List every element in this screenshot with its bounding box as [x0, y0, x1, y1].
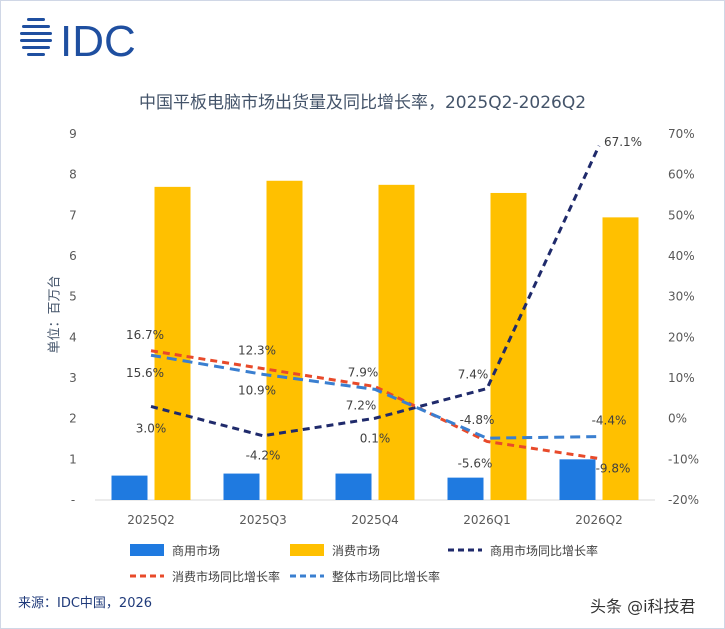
label-total-yoy: -4.8%	[460, 413, 495, 427]
label-commercial-yoy: 3.0%	[136, 421, 167, 435]
bar-commercial	[559, 459, 596, 500]
y-tick-label: 6	[69, 249, 77, 263]
x-tick-label: 2025Q2	[127, 513, 175, 527]
label-commercial-yoy: -4.2%	[246, 449, 281, 463]
legend-label: 商用市场同比增长率	[490, 543, 598, 558]
legend-label: 消费市场	[332, 543, 380, 558]
bar-consumer	[154, 186, 191, 500]
label-commercial-yoy: 0.1%	[360, 431, 391, 445]
line-commercial-yoy	[150, 145, 601, 438]
y2-tick-label: -10%	[668, 452, 699, 466]
label-consumer-yoy: -5.6%	[458, 456, 493, 470]
y-tick-label: 3	[69, 371, 77, 385]
x-tick-label: 2025Q3	[239, 513, 287, 527]
y2-tick-label: 30%	[668, 290, 695, 304]
y2-tick-label: 20%	[668, 330, 695, 344]
legend-label: 商用市场	[172, 543, 220, 558]
y2-tick-label: 0%	[668, 412, 687, 426]
label-consumer-yoy: 7.9%	[348, 366, 379, 380]
legend-swatch	[130, 544, 164, 556]
label-total-yoy: 10.9%	[238, 383, 276, 397]
label-total-yoy: 15.6%	[126, 366, 164, 380]
label-consumer-yoy: 12.3%	[238, 344, 276, 358]
watermark: 头条 @i科技君	[590, 597, 696, 616]
legend-label: 整体市场同比增长率	[332, 569, 440, 584]
line-total-yoy	[150, 353, 600, 440]
legend-label: 消费市场同比增长率	[172, 569, 280, 584]
y2-tick-label: 40%	[668, 249, 695, 263]
x-tick-label: 2025Q4	[351, 513, 399, 527]
bar-commercial	[447, 477, 484, 500]
x-tick-label: 2026Q2	[575, 513, 623, 527]
x-tick-label: 2026Q1	[463, 513, 511, 527]
label-consumer-yoy: -9.8%	[596, 462, 631, 476]
legend-swatch	[290, 544, 324, 556]
logo-text: IDC	[60, 17, 136, 66]
source-note: 来源：IDC中国，2026	[18, 596, 153, 611]
y2-tick-label: 10%	[668, 371, 695, 385]
y-tick-label: 9	[69, 127, 77, 141]
label-total-yoy: 7.2%	[346, 398, 377, 412]
y-tick-label: -	[71, 493, 75, 507]
y-tick-label: 8	[69, 168, 77, 182]
y-tick-label: 1	[69, 452, 77, 466]
y2-tick-label: 70%	[668, 127, 695, 141]
label-commercial-yoy: 7.4%	[458, 368, 489, 382]
bar-consumer	[490, 192, 527, 500]
bar-consumer	[266, 180, 303, 500]
y-tick-label: 7	[69, 208, 77, 222]
line-consumer-yoy	[150, 349, 600, 461]
chart-area: - 1 2 3 4 5 6 7 8 9 -20% -10% 0% 10% 20% 30% 40% 50% 60% 70…	[69, 127, 699, 584]
label-total-yoy: -4.4%	[592, 414, 627, 428]
y-tick-label: 2	[69, 412, 77, 426]
label-commercial-yoy: 67.1%	[604, 135, 642, 149]
y2-tick-label: -20%	[668, 493, 699, 507]
idc-logo: IDC	[20, 17, 136, 66]
bar-commercial	[335, 473, 372, 500]
y2-tick-label: 50%	[668, 208, 695, 222]
bar-commercial	[223, 473, 260, 500]
bar-consumer	[378, 184, 415, 501]
bar-consumer	[602, 217, 639, 500]
y2-tick-label: 60%	[668, 168, 695, 182]
y-tick-label: 5	[69, 290, 77, 304]
chart-title: 中国平板电脑市场出货量及同比增长率，2025Q2-2026Q2	[138, 93, 587, 113]
label-consumer-yoy: 16.7%	[126, 328, 164, 342]
bar-commercial	[111, 475, 148, 500]
y-tick-label: 4	[69, 330, 77, 344]
